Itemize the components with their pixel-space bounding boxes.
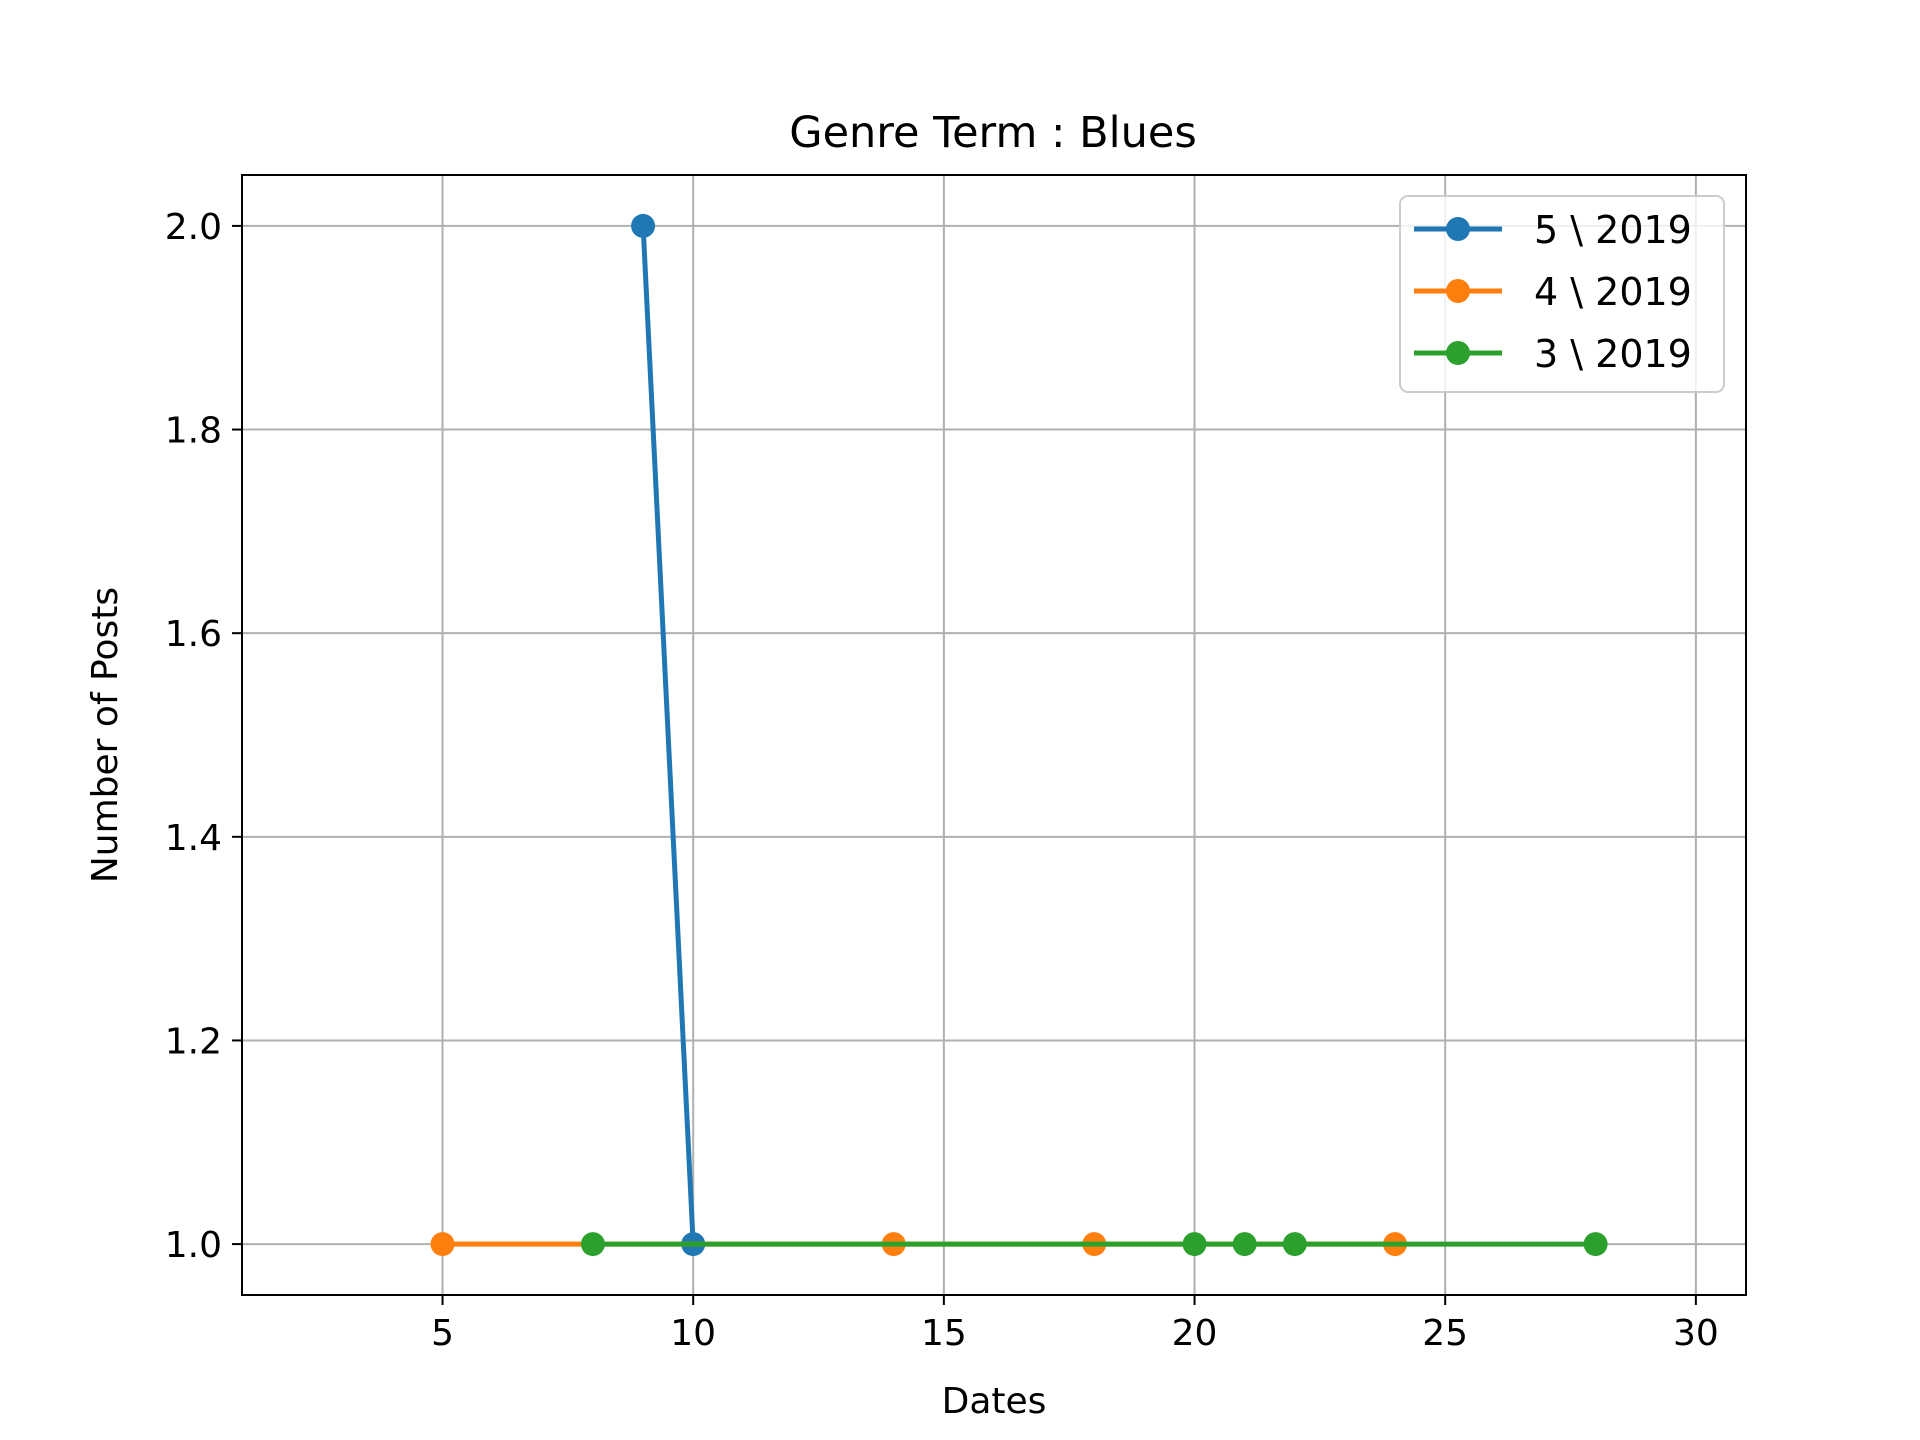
y-tick-label: 1.2 — [165, 1021, 222, 1062]
data-point — [580, 1232, 605, 1257]
grid-lines — [242, 175, 1746, 1295]
data-point — [631, 213, 656, 238]
y-tick-label: 1.6 — [165, 614, 222, 655]
x-tick-label: 15 — [921, 1313, 967, 1354]
x-tick-label: 25 — [1422, 1313, 1468, 1354]
chart-title: Genre Term : Blues — [789, 108, 1197, 158]
x-tick-label: 10 — [670, 1313, 716, 1354]
x-axis-label: Dates — [942, 1381, 1047, 1422]
legend-box — [1399, 195, 1725, 393]
series-group — [430, 213, 1608, 1257]
y-tick-label: 1.4 — [165, 818, 222, 859]
y-axis-label: Number of Posts — [85, 587, 126, 883]
data-point — [1583, 1232, 1608, 1257]
x-tick-label: 30 — [1673, 1313, 1719, 1354]
y-tick-label: 1.0 — [165, 1225, 222, 1266]
data-point — [1232, 1232, 1257, 1257]
y-tick-label: 2.0 — [165, 207, 222, 248]
y-tick-label: 1.8 — [165, 411, 222, 452]
series-line — [640, 225, 696, 1245]
series-2 — [580, 1232, 1608, 1257]
data-point — [1282, 1232, 1307, 1257]
legend-label: 5 \ 2019 — [1534, 208, 1692, 252]
legend-marker — [1446, 279, 1470, 303]
x-tick-label: 5 — [431, 1313, 454, 1354]
legend-label: 3 \ 2019 — [1534, 332, 1692, 376]
data-point — [1182, 1232, 1207, 1257]
x-tick-label: 20 — [1172, 1313, 1218, 1354]
data-point — [430, 1232, 455, 1257]
legend-label: 4 \ 2019 — [1534, 270, 1692, 314]
legend-marker — [1446, 217, 1470, 241]
series-0 — [631, 213, 706, 1257]
legend-marker — [1446, 341, 1470, 365]
legend: 5 \ 2019 4 \ 2019 3 \ 2019 — [1399, 195, 1725, 393]
axis-ticks: 5 10 15 20 25 30 1.0 1.2 1.4 1.6 1.8 2.0 — [165, 207, 1719, 1354]
plot-frame — [241, 174, 1747, 1296]
